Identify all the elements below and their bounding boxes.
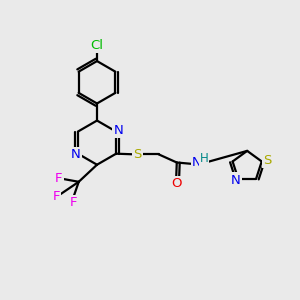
- Text: N: N: [71, 148, 81, 161]
- Text: N: N: [231, 174, 241, 187]
- Text: S: S: [263, 154, 271, 167]
- Text: H: H: [200, 152, 208, 165]
- Text: F: F: [70, 196, 77, 208]
- Text: S: S: [133, 148, 142, 161]
- Text: F: F: [53, 190, 60, 203]
- Text: N: N: [113, 124, 123, 137]
- Text: F: F: [55, 172, 62, 185]
- Text: N: N: [192, 156, 202, 169]
- Text: O: O: [171, 177, 181, 190]
- Text: Cl: Cl: [91, 39, 103, 52]
